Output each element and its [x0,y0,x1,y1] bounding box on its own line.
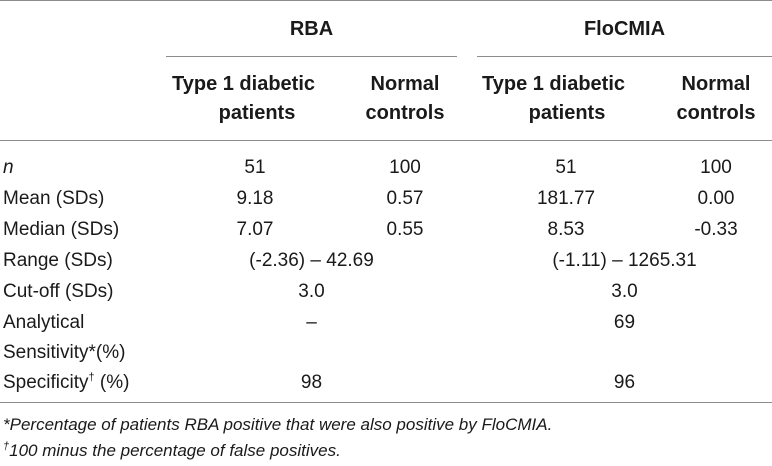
cell-median-flo-ctrl: -0.33 [694,219,738,240]
group-header-rba: RBA [289,18,334,40]
cell-mean-flo-ctrl: 0.00 [697,188,735,209]
specificity-label-text: Specificity [3,372,89,393]
cell-range-rba: (-2.36) – 42.69 [249,250,374,271]
rba-group-rule [166,56,457,57]
cell-cutoff-flo: 3.0 [611,281,638,302]
row-label-sensitivity: Analytical Sensitivity*(%) [3,312,126,363]
cell-specificity-flo: 96 [613,372,636,393]
cell-mean-rba-ctrl: 0.57 [386,188,424,209]
col-header-rba-ctrl: Normal controls [365,73,445,124]
row-label-cutoff: Cut-off (SDs) [3,281,114,302]
row-label-specificity: Specificity† (%) [3,372,129,394]
col-header-flo-t1d: Type 1 diabetic patients [482,73,626,124]
dagger-mark: † [88,371,95,384]
cell-n-rba-t1d: 51 [244,157,266,178]
row-label-n: n [3,157,14,178]
cell-sensitivity-flo: 69 [613,312,636,333]
footnote-dagger-text: 100 minus the percentage of false positi… [9,441,341,460]
row-label-mean: Mean (SDs) [3,188,105,209]
specificity-label-suffix: (%) [94,372,130,393]
header-bottom-rule [0,140,772,141]
cell-n-flo-ctrl: 100 [700,157,732,178]
cell-n-rba-ctrl: 100 [389,157,421,178]
top-rule [0,0,772,1]
col-header-flo-ctrl: Normal controls [676,73,756,124]
cell-median-flo-t1d: 8.53 [547,219,585,240]
row-label-median: Median (SDs) [3,219,120,240]
footnote-dagger: †100 minus the percentage of false posit… [3,441,341,461]
cell-n-flo-t1d: 51 [555,157,577,178]
cell-mean-flo-t1d: 181.77 [536,188,596,209]
footnote-dagger-mark: † [3,440,10,453]
footnote-star: *Percentage of patients RBA positive tha… [3,415,553,434]
cell-range-flo: (-1.11) – 1265.31 [552,250,697,271]
group-header-flocmia: FloCMIA [583,18,666,40]
flocmia-group-rule [477,56,772,57]
cell-median-rba-ctrl: 0.55 [386,219,424,240]
row-label-range: Range (SDs) [3,250,113,271]
cell-cutoff-rba: 3.0 [298,281,325,302]
col-header-rba-t1d: Type 1 diabetic patients [172,73,316,124]
cell-sensitivity-rba: – [306,312,317,333]
body-bottom-rule [0,402,772,403]
cell-specificity-rba: 98 [300,372,323,393]
cell-median-rba-t1d: 7.07 [236,219,274,240]
cell-mean-rba-t1d: 9.18 [236,188,274,209]
